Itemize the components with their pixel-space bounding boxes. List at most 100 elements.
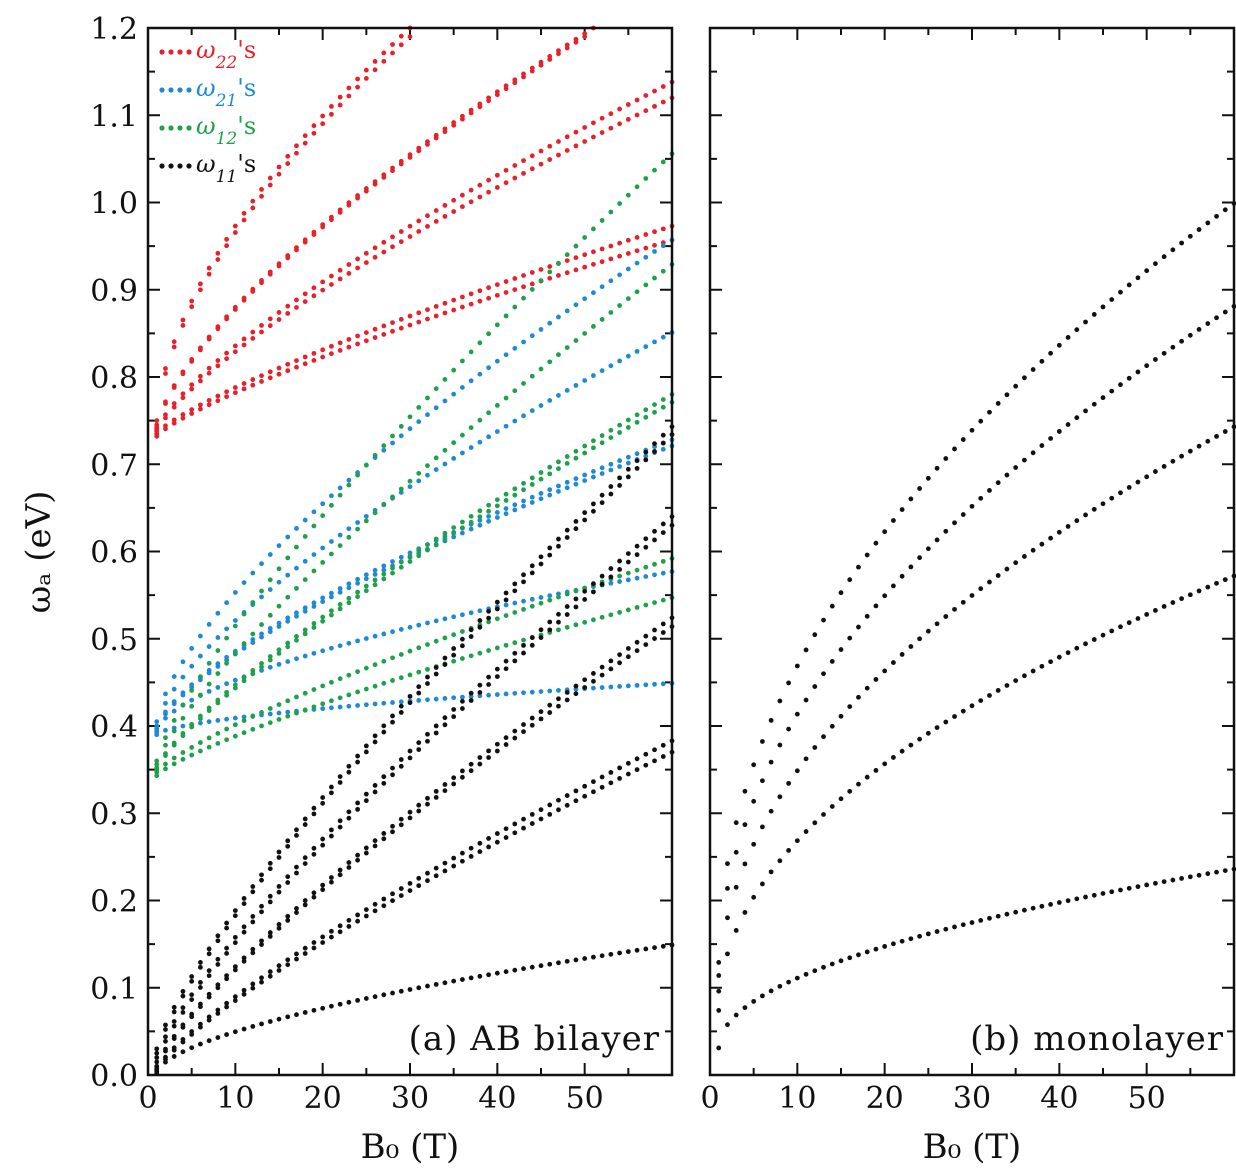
data-point (363, 76, 369, 81)
data-point (608, 125, 614, 131)
data-point (582, 331, 588, 336)
data-point (302, 822, 308, 827)
data-point (1022, 673, 1027, 679)
level-curve (154, 615, 675, 1069)
data-point (433, 982, 439, 987)
data-point (407, 34, 413, 40)
data-point (294, 694, 299, 700)
data-point (320, 121, 326, 127)
data-point (425, 472, 430, 478)
data-point (591, 789, 596, 795)
data-point (529, 689, 535, 695)
data-point (591, 290, 596, 296)
data-point (733, 820, 739, 826)
data-point (346, 672, 352, 678)
x-tick-label: 0 (700, 1081, 719, 1116)
data-point (416, 985, 422, 991)
data-point (599, 433, 605, 438)
data-point (381, 563, 387, 569)
data-point (329, 645, 334, 651)
data-point (381, 567, 387, 573)
data-point (786, 680, 791, 686)
data-point (847, 577, 853, 583)
series-curve-group-0 (716, 200, 1236, 1051)
data-point (1083, 894, 1088, 900)
data-point (460, 192, 465, 198)
data-point (259, 323, 264, 328)
x-tick-label: 50 (566, 1081, 604, 1116)
data-point (215, 671, 221, 676)
data-point (363, 588, 369, 594)
data-point (512, 80, 518, 86)
data-point (163, 415, 168, 421)
data-point (652, 441, 657, 447)
data-point (294, 358, 299, 364)
data-point (1179, 876, 1184, 881)
data-point (1030, 547, 1036, 553)
data-point (634, 648, 640, 654)
data-point (617, 272, 622, 278)
data-point (320, 224, 326, 230)
data-point (198, 347, 203, 353)
legend-label: ω11's (196, 150, 256, 187)
data-point (486, 692, 491, 698)
level-curve (154, 432, 675, 1056)
data-point (381, 831, 387, 836)
data-point (608, 580, 614, 586)
data-point (259, 903, 264, 909)
data-point (599, 115, 605, 121)
data-point (625, 654, 631, 660)
data-point (573, 448, 579, 454)
data-point (564, 612, 570, 617)
data-point (451, 781, 457, 787)
data-point (891, 660, 896, 665)
data-point (634, 184, 640, 190)
data-point (215, 1007, 221, 1013)
data-point (803, 971, 809, 977)
data-point (398, 816, 404, 822)
data-point (873, 946, 879, 952)
data-point (416, 802, 422, 808)
data-point (468, 526, 474, 532)
data-point (742, 788, 748, 794)
data-point (812, 820, 818, 826)
data-point (302, 631, 308, 637)
data-point (564, 148, 570, 153)
data-point (224, 660, 230, 666)
data-point (521, 650, 526, 656)
data-point (154, 732, 160, 738)
data-point (294, 864, 299, 870)
data-point (180, 750, 186, 755)
data-point (1083, 512, 1088, 518)
data-point (468, 519, 474, 525)
data-point (355, 912, 360, 918)
data-point (556, 393, 561, 398)
data-point (917, 636, 922, 642)
data-point (468, 301, 474, 307)
data-point (337, 643, 343, 649)
data-point (285, 644, 291, 650)
data-point (573, 604, 579, 610)
data-point (582, 378, 588, 383)
legend-marker (177, 125, 183, 131)
data-point (660, 754, 666, 759)
data-point (320, 887, 326, 893)
data-point (573, 476, 579, 482)
data-point (625, 460, 631, 466)
data-point (477, 417, 483, 423)
data-point (716, 1008, 722, 1013)
data-point (1030, 367, 1036, 372)
data-point (573, 143, 579, 149)
data-point (556, 483, 561, 489)
data-point (171, 417, 177, 423)
data-point (425, 697, 430, 703)
data-point (198, 378, 203, 384)
legend-marker (186, 125, 192, 131)
level-curve (154, 399, 675, 773)
data-point (451, 122, 457, 128)
data-point (355, 341, 360, 347)
data-point (189, 752, 195, 758)
data-point (398, 627, 404, 632)
data-point (652, 636, 657, 641)
data-point (538, 627, 544, 633)
